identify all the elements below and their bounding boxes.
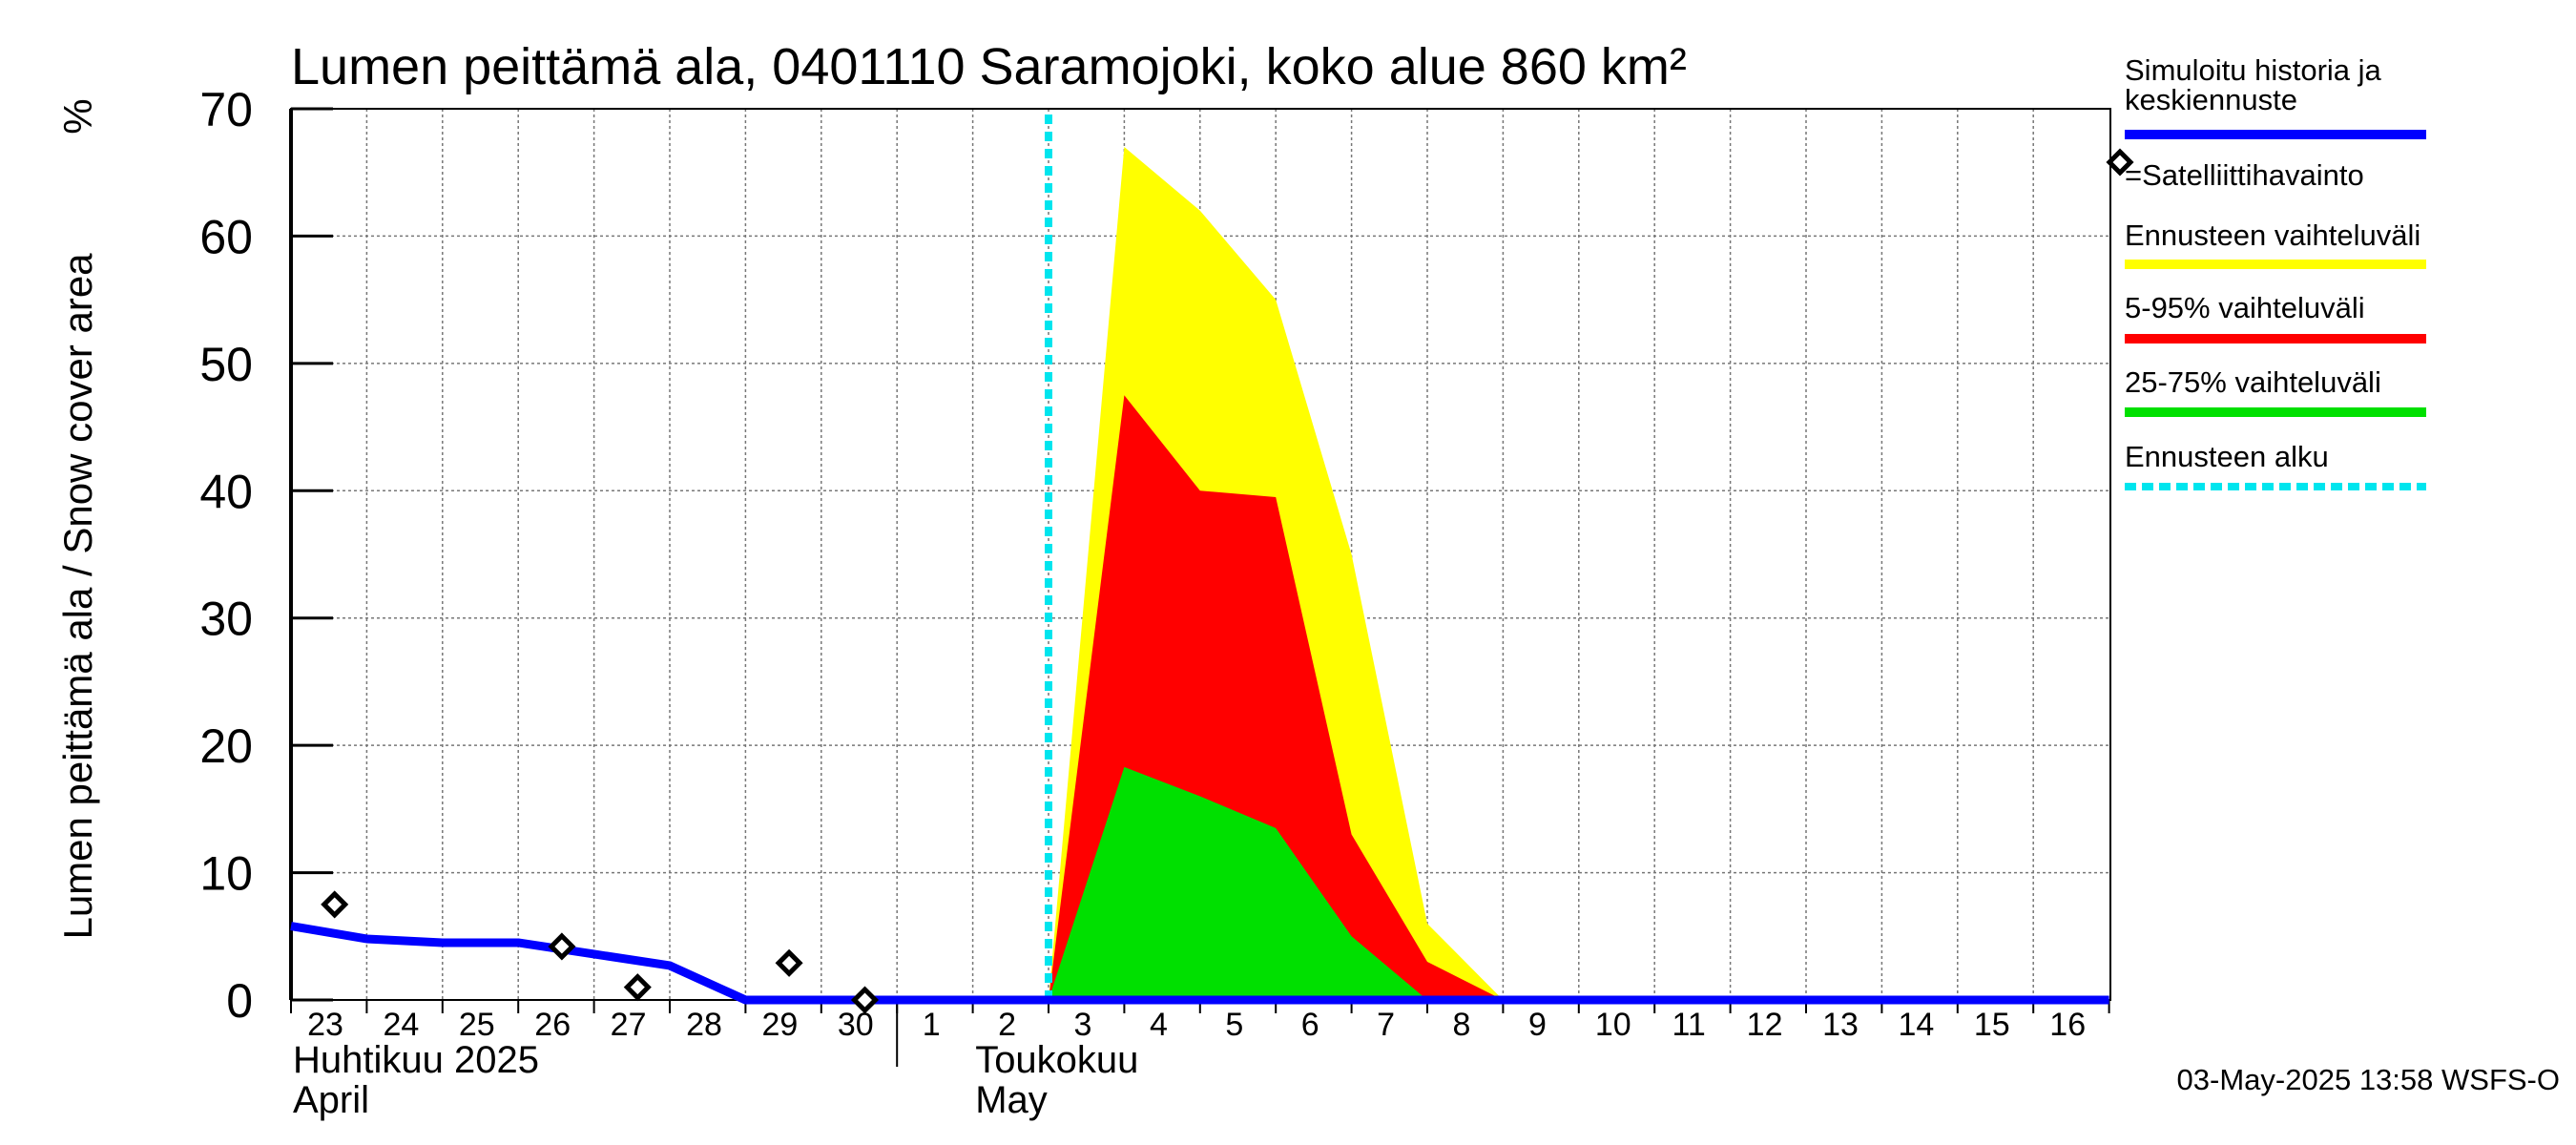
- y-tick-label: 70: [199, 83, 253, 136]
- x-tick-label: 28: [686, 1007, 722, 1043]
- band-25-75-vaihteluv-li: [1049, 766, 1504, 1000]
- x-tick-label: 10: [1595, 1007, 1631, 1043]
- legend-label: Ennusteen vaihteluväli: [2125, 219, 2420, 252]
- legend-label: Ennusteen alku: [2125, 440, 2329, 473]
- legend-label: 5-95% vaihteluväli: [2125, 291, 2365, 324]
- chart-title: Lumen peittämä ala, 0401110 Saramojoki, …: [291, 38, 1687, 95]
- x-tick-label: 30: [838, 1007, 874, 1043]
- x-tick-label: 7: [1377, 1007, 1395, 1043]
- satellite-observation-point: [623, 973, 652, 1002]
- legend-label: =Satelliittihavainto: [2125, 158, 2364, 192]
- x-tick-label: 23: [307, 1007, 343, 1043]
- x-tick-label: 4: [1150, 1007, 1168, 1043]
- x-tick-label: 8: [1453, 1007, 1471, 1043]
- forecast-bands: [1049, 147, 1504, 1000]
- x-tick-label: 1: [923, 1007, 941, 1043]
- satellite-observation-point: [775, 948, 803, 977]
- x-tick-label: 11: [1672, 1007, 1706, 1043]
- y-tick-label: 30: [199, 593, 253, 646]
- y-axis-unit: %: [55, 98, 100, 134]
- month-label-en: April: [293, 1079, 369, 1121]
- x-tick-label: 29: [761, 1007, 798, 1043]
- y-axis-label: Lumen peittämä ala / Snow cover area: [55, 253, 100, 940]
- x-tick-label: 3: [1074, 1007, 1092, 1043]
- x-tick-label: 6: [1301, 1007, 1319, 1043]
- x-tick-label: 14: [1898, 1007, 1934, 1043]
- x-tick-label: 2: [998, 1007, 1016, 1043]
- month-label-fi: Huhtikuu 2025: [293, 1039, 539, 1081]
- x-tick-label: 27: [611, 1007, 647, 1043]
- month-label-fi: Toukokuu: [975, 1039, 1138, 1081]
- timestamp-label: 03-May-2025 13:58 WSFS-O: [2177, 1063, 2560, 1096]
- y-tick-label: 0: [226, 974, 253, 1028]
- x-tick-label: 12: [1747, 1007, 1783, 1043]
- x-tick-label: 15: [1974, 1007, 2010, 1043]
- satellite-observation-point: [850, 986, 880, 1014]
- x-tick-label: 16: [2049, 1007, 2086, 1043]
- month-label-en: May: [975, 1079, 1048, 1121]
- x-tick-label: 26: [534, 1007, 571, 1043]
- legend-swatch-diamond: [2106, 148, 2134, 177]
- satellite-observation-point: [548, 932, 576, 961]
- x-tick-label: 5: [1225, 1007, 1243, 1043]
- x-tick-label: 24: [383, 1007, 419, 1043]
- x-tick-label: 9: [1528, 1007, 1547, 1043]
- legend-label: keskiennuste: [2125, 83, 2297, 116]
- satellite-observations: [321, 890, 880, 1014]
- legend-label: 25-75% vaihteluväli: [2125, 365, 2381, 399]
- y-tick-label: 40: [199, 465, 253, 518]
- y-tick-label: 10: [199, 847, 253, 901]
- y-tick-label: 60: [199, 210, 253, 263]
- x-tick-label: 25: [459, 1007, 495, 1043]
- legend-label: Simuloitu historia ja: [2125, 53, 2382, 87]
- x-tick-label: 13: [1822, 1007, 1859, 1043]
- y-tick-label: 50: [199, 338, 253, 391]
- satellite-observation-point: [321, 890, 349, 919]
- y-tick-label: 20: [199, 719, 253, 773]
